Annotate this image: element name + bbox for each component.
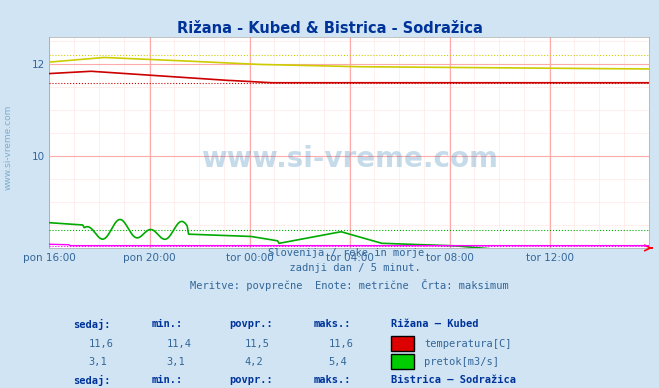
Text: Bistrica – Sodražica: Bistrica – Sodražica xyxy=(391,374,516,385)
Text: maks.:: maks.: xyxy=(313,374,351,385)
Text: 3,1: 3,1 xyxy=(166,357,185,367)
Text: povpr.:: povpr.: xyxy=(229,319,273,329)
Text: 3,1: 3,1 xyxy=(88,357,107,367)
Text: povpr.:: povpr.: xyxy=(229,374,273,385)
Text: maks.:: maks.: xyxy=(313,319,351,329)
Text: min.:: min.: xyxy=(152,374,183,385)
Text: Rižana - Kubed & Bistrica - Sodražica: Rižana - Kubed & Bistrica - Sodražica xyxy=(177,21,482,36)
Text: sedaj:: sedaj: xyxy=(73,319,111,330)
Text: 11,4: 11,4 xyxy=(166,339,191,349)
Text: temperatura[C]: temperatura[C] xyxy=(424,339,512,349)
Text: www.si-vreme.com: www.si-vreme.com xyxy=(4,105,13,190)
Text: 4,2: 4,2 xyxy=(244,357,263,367)
FancyBboxPatch shape xyxy=(391,354,414,369)
Text: pretok[m3/s]: pretok[m3/s] xyxy=(424,357,500,367)
FancyBboxPatch shape xyxy=(391,336,414,352)
Text: Slovenija / reke in morje.
  zadnji dan / 5 minut.
Meritve: povprečne  Enote: me: Slovenija / reke in morje. zadnji dan / … xyxy=(190,248,509,291)
Text: Rižana – Kubed: Rižana – Kubed xyxy=(391,319,478,329)
Text: 5,4: 5,4 xyxy=(328,357,347,367)
Text: 11,6: 11,6 xyxy=(88,339,113,349)
Text: www.si-vreme.com: www.si-vreme.com xyxy=(201,145,498,173)
Text: sedaj:: sedaj: xyxy=(73,374,111,386)
Text: 11,6: 11,6 xyxy=(328,339,353,349)
Text: 11,5: 11,5 xyxy=(244,339,270,349)
Text: min.:: min.: xyxy=(152,319,183,329)
